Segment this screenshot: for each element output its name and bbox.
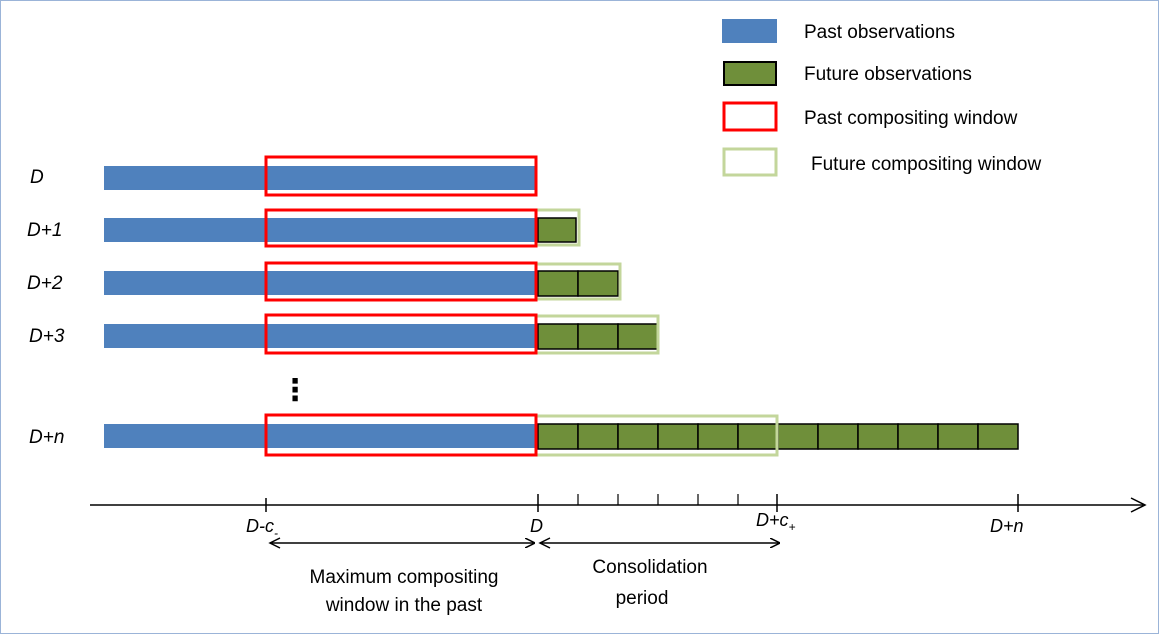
legend-past-swatch: [722, 19, 777, 43]
time-axis: D-c- D D+c+ D+n: [90, 494, 1147, 540]
future-observation-cell: [697, 423, 739, 450]
past-compositing-window: [264, 208, 538, 248]
past-observations-bar: [104, 424, 536, 448]
legend-future-label: Future observations: [804, 64, 972, 85]
future-observation-cell: [537, 217, 577, 243]
row-label: D+3: [29, 326, 65, 347]
future-observation-cell: [897, 423, 939, 450]
past-compositing-window: [264, 413, 538, 457]
past-observations-bar: [104, 271, 536, 295]
tick-label-d-plus-n: D+n: [990, 516, 1024, 536]
time-axis-arrowhead: [1130, 497, 1147, 513]
past-compositing-windows: [264, 155, 538, 457]
consolidation-span-arrow-left-head: [538, 537, 551, 549]
past-compositing-window: [264, 155, 538, 197]
future-observation-cell: [537, 270, 579, 297]
row-label: D+1: [27, 220, 62, 241]
row-label: D+n: [29, 427, 64, 448]
row-label: D: [30, 167, 44, 188]
future-observation-cell: [577, 323, 619, 350]
future-observation-cell: [537, 423, 579, 450]
future-observation-cell: [537, 323, 579, 350]
legend: Past observations Future observations Pa…: [722, 19, 1041, 177]
row-labels: D D+1 D+2 D+3 D+n: [27, 167, 65, 448]
past-compositing-window: [264, 261, 538, 302]
tick-label-d-plus-c: D+c+: [756, 510, 796, 534]
future-observation-cells: [537, 217, 1019, 450]
row-label: D+2: [27, 273, 63, 294]
past-observation-bars: [104, 166, 536, 448]
future-observation-cell: [657, 423, 699, 450]
future-observation-cell: [937, 423, 979, 450]
past-compositing-window: [264, 313, 538, 355]
consolidation-caption-line2: period: [616, 588, 669, 609]
legend-past-label: Past observations: [804, 22, 955, 43]
future-observation-cell: [577, 270, 619, 297]
future-observation-cell: [817, 423, 859, 450]
past-observations-bar: [104, 218, 536, 242]
future-observation-cell: [617, 323, 659, 350]
legend-future-window-label: Future compositing window: [811, 154, 1041, 175]
future-observation-cell: [737, 423, 779, 450]
vertical-ellipsis: ⋮: [280, 373, 310, 408]
future-observation-cell: [617, 423, 659, 450]
legend-future-swatch: [723, 61, 777, 86]
tick-label-d-minus-c: D-c-: [246, 516, 278, 540]
span-arrows: [268, 537, 779, 549]
legend-past-window-label: Past compositing window: [804, 108, 1018, 129]
captions: Maximum compositing window in the past C…: [310, 557, 708, 616]
past-window-span-arrow-left-head: [268, 537, 281, 549]
past-window-caption-line1: Maximum compositing: [310, 567, 499, 588]
legend-past-window-swatch: [722, 101, 778, 132]
future-observation-cell: [777, 423, 819, 450]
tick-label-d: D: [530, 516, 543, 536]
legend-future-window-swatch: [722, 147, 778, 177]
future-observation-cell: [857, 423, 899, 450]
consolidation-caption-line1: Consolidation: [592, 557, 707, 578]
future-observation-cell: [577, 423, 619, 450]
future-observation-cell: [977, 423, 1019, 450]
past-observations-bar: [104, 166, 536, 190]
past-window-caption-line2: window in the past: [325, 595, 483, 616]
past-observations-bar: [104, 324, 536, 348]
